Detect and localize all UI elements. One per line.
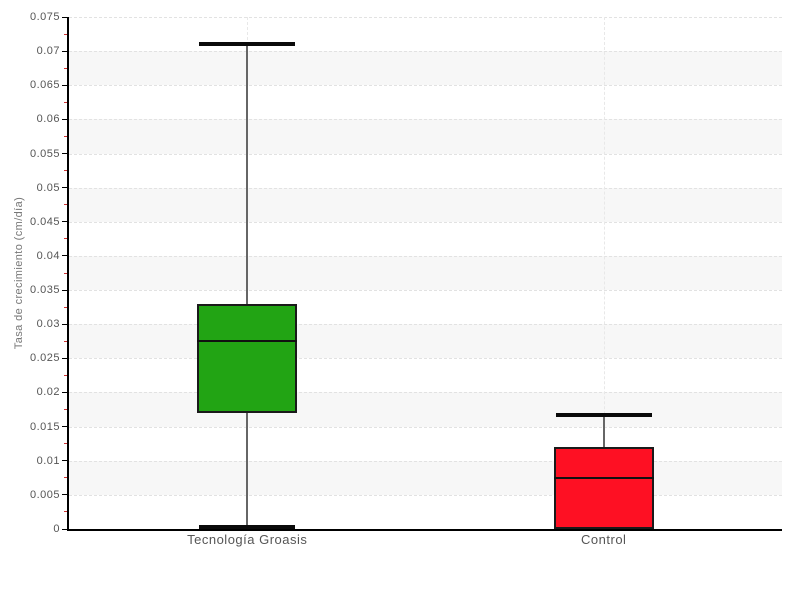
y-minor-tick <box>64 477 67 479</box>
gridline-horizontal <box>69 221 782 223</box>
median-line <box>553 476 654 479</box>
y-tick-label: 0.02 <box>36 386 60 399</box>
y-major-tick <box>62 289 67 291</box>
y-major-tick <box>62 153 67 155</box>
y-minor-tick <box>64 409 67 411</box>
y-major-tick <box>62 221 67 223</box>
y-tick-label: 0.005 <box>29 488 60 501</box>
gridline-horizontal <box>69 153 782 155</box>
y-major-tick <box>62 460 67 462</box>
y-major-tick <box>62 118 67 120</box>
gridline-horizontal <box>69 290 782 292</box>
gridline-horizontal <box>69 392 782 394</box>
y-minor-tick <box>64 238 67 240</box>
y-tick-label: 0.03 <box>36 318 60 331</box>
upper-whisker-cap <box>199 42 296 47</box>
y-tick-label: 0.065 <box>29 79 60 92</box>
y-major-tick <box>62 357 67 359</box>
y-minor-tick <box>64 443 67 445</box>
y-minor-tick <box>64 340 67 342</box>
y-tick-label: 0.05 <box>36 181 60 194</box>
gridline-horizontal <box>69 51 782 53</box>
y-minor-tick <box>64 101 67 103</box>
plot-band <box>69 51 782 86</box>
y-tick-label: 0.035 <box>29 284 60 297</box>
box-groasis <box>197 303 298 413</box>
upper-whisker-line <box>246 44 249 304</box>
y-minor-tick <box>64 272 67 274</box>
median-line <box>197 340 298 343</box>
gridline-horizontal <box>69 255 782 257</box>
gridline-horizontal <box>69 358 782 360</box>
gridline-horizontal <box>69 119 782 121</box>
y-tick-label: 0.045 <box>29 215 60 228</box>
box-control <box>553 447 654 529</box>
y-minor-tick <box>64 306 67 308</box>
y-minor-tick <box>64 374 67 376</box>
plot-band <box>69 324 782 359</box>
y-major-tick <box>62 426 67 428</box>
y-major-tick <box>62 187 67 189</box>
y-major-tick <box>62 528 67 530</box>
lower-whisker-cap <box>199 525 296 529</box>
y-minor-tick <box>64 33 67 35</box>
y-major-tick <box>62 391 67 393</box>
y-tick-label: 0.04 <box>36 249 60 262</box>
gridline-horizontal <box>69 17 782 18</box>
plot-band <box>69 460 782 495</box>
y-tick-label: 0.01 <box>36 454 60 467</box>
x-category-label: Control <box>581 532 627 547</box>
y-minor-tick <box>64 67 67 69</box>
y-minor-tick <box>64 511 67 513</box>
gridline-horizontal <box>69 460 782 462</box>
plot-area <box>69 17 782 529</box>
y-tick-label: 0.025 <box>29 352 60 365</box>
plot-band <box>69 255 782 291</box>
y-axis-line <box>67 17 69 531</box>
y-tick-label: 0 <box>53 523 60 535</box>
y-major-tick <box>62 84 67 86</box>
y-major-tick <box>62 50 67 52</box>
y-minor-tick <box>64 135 67 137</box>
gridline-horizontal <box>69 187 782 189</box>
x-axis-line <box>67 529 782 531</box>
plot-band <box>69 187 782 222</box>
gridline-horizontal <box>69 324 782 326</box>
y-major-tick <box>62 494 67 496</box>
upper-whisker-line <box>602 414 605 448</box>
gridline-horizontal <box>69 426 782 428</box>
y-major-tick <box>62 16 67 18</box>
y-tick-label: 0.07 <box>36 45 60 58</box>
y-major-tick <box>62 323 67 325</box>
y-minor-tick <box>64 204 67 206</box>
y-tick-label: 0.075 <box>29 11 60 23</box>
lower-whisker-line <box>246 412 249 528</box>
y-major-tick <box>62 255 67 257</box>
y-minor-tick <box>64 170 67 172</box>
y-tick-label: 0.055 <box>29 147 60 160</box>
upper-whisker-cap <box>555 412 652 417</box>
y-tick-label: 0.015 <box>29 420 60 433</box>
gridline-horizontal <box>69 85 782 87</box>
plot-band <box>69 392 782 427</box>
plot-band <box>69 119 782 154</box>
x-category-label: Tecnología Groasis <box>187 532 308 547</box>
gridline-vertical <box>603 17 605 529</box>
y-tick-label: 0.06 <box>36 113 60 126</box>
gridline-horizontal <box>69 494 782 496</box>
